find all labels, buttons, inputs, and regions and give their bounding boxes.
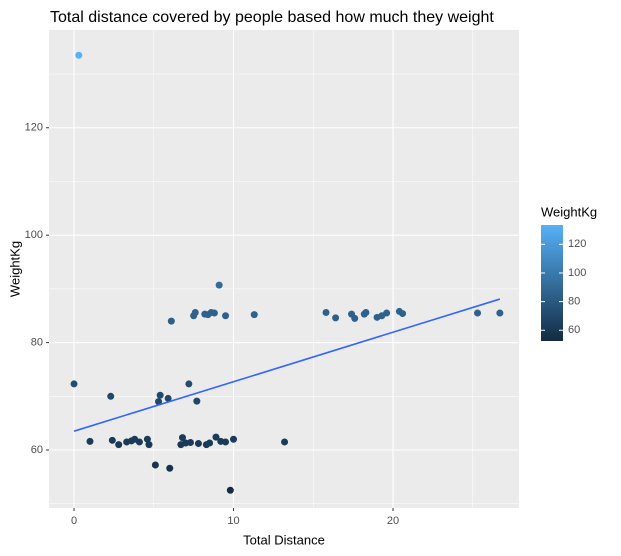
point [210, 309, 218, 317]
point [145, 441, 153, 449]
point [222, 438, 230, 446]
plot-panel [49, 30, 519, 508]
point [212, 433, 220, 441]
point [250, 311, 258, 319]
point [383, 309, 391, 317]
point [86, 437, 94, 445]
x-axis-label: Total Distance [243, 532, 325, 547]
y-tick-label: 80 [31, 336, 43, 348]
point [151, 461, 159, 469]
point [70, 380, 78, 388]
point [322, 309, 330, 317]
chart-title: Total distance covered by people based h… [50, 9, 494, 26]
point [108, 436, 116, 444]
y-tick-label: 100 [25, 229, 43, 241]
legend-label: 120 [568, 238, 586, 250]
point [362, 309, 370, 317]
point [191, 309, 199, 317]
x-tick-label: 10 [227, 515, 239, 527]
point [115, 441, 123, 449]
point [206, 439, 214, 447]
point [185, 380, 193, 388]
point [399, 310, 407, 318]
point [215, 281, 223, 289]
point [222, 312, 230, 320]
point [135, 438, 143, 446]
point [75, 51, 83, 59]
point [351, 314, 359, 322]
y-tick-label: 60 [31, 444, 43, 456]
y-axis-label: WeightKg [7, 241, 22, 297]
point [166, 464, 174, 472]
trend-line [73, 298, 501, 432]
legend-label: 100 [568, 267, 586, 279]
point [164, 394, 172, 402]
point [155, 398, 163, 406]
point [230, 435, 238, 443]
point [332, 314, 340, 322]
x-tick-label: 20 [387, 515, 399, 527]
point [226, 486, 234, 494]
y-tick-label: 120 [25, 122, 43, 134]
point [156, 391, 164, 399]
point [167, 317, 175, 325]
point [178, 434, 186, 442]
point [194, 440, 202, 448]
point [186, 438, 194, 446]
point [193, 397, 201, 405]
legend-label: 60 [568, 324, 580, 336]
point [107, 392, 115, 400]
point [496, 309, 504, 317]
point [281, 438, 289, 446]
point [474, 309, 482, 317]
x-tick-label: 0 [71, 515, 77, 527]
legend-label: 80 [568, 296, 580, 308]
colorbar [541, 225, 563, 341]
point [143, 435, 151, 443]
legend-title: WeightKg [541, 204, 597, 219]
